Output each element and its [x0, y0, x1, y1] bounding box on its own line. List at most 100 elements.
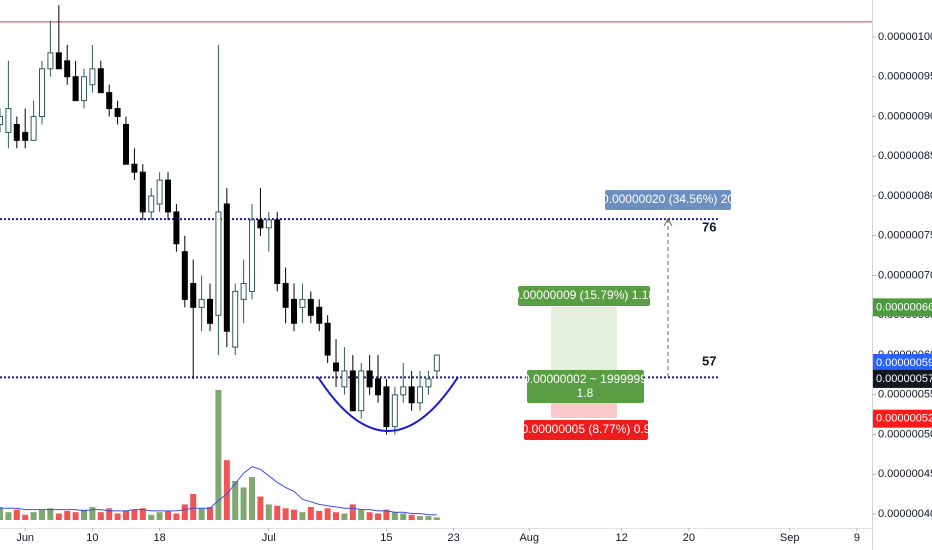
cup-curve — [317, 376, 459, 432]
candle-body — [299, 298, 306, 308]
candle-body — [307, 298, 314, 316]
volume-bar — [358, 509, 365, 520]
candle-body — [106, 92, 113, 110]
candle-body — [417, 386, 424, 404]
volume-bar — [190, 494, 197, 520]
volume-bar — [123, 510, 130, 520]
candle-body — [223, 203, 230, 332]
volume-bar — [207, 507, 214, 520]
label-box — [518, 286, 650, 306]
candle-body — [55, 52, 62, 70]
entry-label: 1.8 — [577, 386, 594, 400]
volume-bar — [408, 514, 415, 520]
volume-bar — [114, 513, 121, 520]
price-tag — [873, 298, 932, 317]
volume-bar — [433, 517, 440, 520]
y-tick-label: 0.00000070 — [878, 269, 932, 281]
y-tick-label: 0.00000085 — [878, 150, 932, 162]
candle-body — [265, 219, 272, 229]
x-tick-label: 23 — [448, 532, 460, 544]
candle-body — [131, 163, 138, 173]
candle-body — [349, 370, 356, 412]
candle-body — [341, 370, 348, 388]
candle-body — [5, 108, 12, 133]
candle-body — [282, 282, 289, 308]
candle-body — [425, 378, 432, 388]
candle-body — [198, 298, 205, 308]
y-tick-label: 0.00000080 — [878, 190, 932, 202]
candle-body — [0, 115, 3, 125]
volume-bar — [165, 510, 172, 520]
candle-body — [366, 370, 373, 388]
volume-bar — [249, 477, 256, 520]
volume-bar — [400, 513, 407, 520]
price-tag — [873, 369, 932, 388]
volume-bar — [22, 514, 29, 520]
y-tick-label: 0.00000055 — [878, 389, 932, 401]
candle-body — [13, 123, 20, 141]
candle-body — [391, 394, 398, 428]
volume-bar — [417, 516, 424, 520]
volume-bar — [324, 508, 331, 520]
volume-bar — [366, 512, 373, 520]
volume-bar — [55, 513, 62, 520]
x-tick-label: 18 — [153, 532, 165, 544]
volume-bar — [341, 513, 348, 520]
candle-body — [139, 171, 146, 213]
volume-bar — [131, 509, 138, 520]
volume-bar — [47, 508, 54, 520]
price-tag-label: 0.00000052 — [876, 413, 932, 425]
entry-label: 0.00000002 ~ 1999999 — [523, 372, 647, 386]
y-tick-label: 0.00000045 — [878, 468, 932, 480]
x-tick-label: Jun — [16, 532, 34, 544]
volume-bar — [274, 505, 281, 520]
price-tag-label: 0.00000057 — [876, 373, 932, 385]
volume-bar — [223, 460, 230, 520]
volume-bar — [425, 516, 432, 520]
volume-bar — [383, 509, 390, 520]
x-tick-label: 12 — [616, 532, 628, 544]
price-axis: 0.00000100 0.00000095 0.00000090 0.00000085… — [872, 31, 932, 520]
y-tick-label: 0.00000095 — [878, 71, 932, 83]
volume-bar — [215, 390, 222, 520]
candle-body — [400, 386, 407, 396]
x-tick-label: 20 — [683, 532, 695, 544]
volume-bar — [375, 513, 382, 520]
candle-body — [22, 131, 29, 141]
price-tag — [873, 354, 932, 373]
candle-body — [64, 60, 71, 78]
candle-body — [324, 322, 331, 356]
candle-body — [257, 219, 264, 229]
volume-bar — [13, 509, 20, 520]
y-tick-label: 0.00000075 — [878, 230, 932, 242]
candle-body — [249, 219, 256, 292]
candle-body — [383, 386, 390, 428]
volume-ma-line — [0, 466, 437, 516]
volume-bar — [316, 510, 323, 520]
level-label: 76 — [702, 219, 716, 234]
volume-bar — [72, 512, 79, 520]
candle-body — [181, 251, 188, 300]
volume-bar — [139, 508, 146, 520]
x-tick-label: 9 — [854, 532, 860, 544]
price-tag — [873, 409, 932, 428]
volume-bar — [39, 509, 46, 520]
volume-bar — [5, 512, 12, 520]
candle-body — [39, 68, 46, 117]
candle-body — [97, 68, 104, 94]
x-tick-label: 15 — [380, 532, 392, 544]
candle-body — [333, 362, 340, 372]
candle-body — [240, 282, 247, 300]
volume-bar — [97, 512, 104, 520]
volume-bar — [156, 512, 163, 520]
candle-body — [190, 282, 197, 308]
x-tick-label: 10 — [86, 532, 98, 544]
candle-body — [207, 298, 214, 324]
volume-bar — [89, 507, 96, 520]
candle-body — [156, 179, 163, 205]
volume-bar — [81, 509, 88, 520]
volume-bar — [391, 512, 398, 520]
candle-body — [72, 76, 79, 102]
volume-bar — [198, 508, 205, 520]
